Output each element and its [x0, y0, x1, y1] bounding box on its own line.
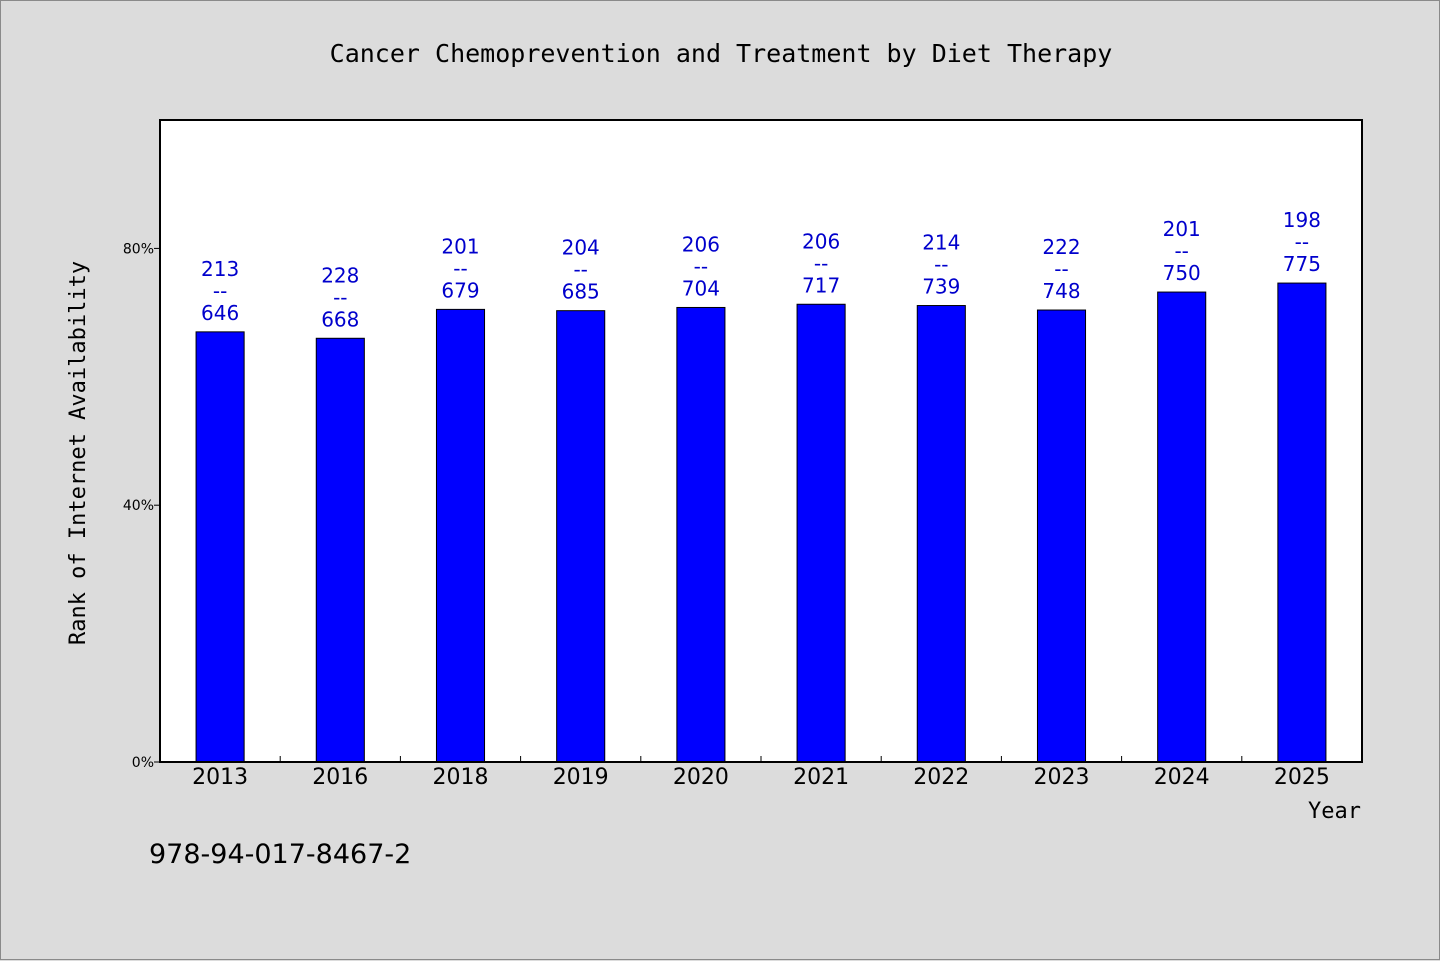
bar-2013 — [195, 331, 245, 763]
y-tick-label-0: 0% — [132, 755, 154, 771]
data-label-2019-line-3: 685 — [562, 280, 600, 304]
data-label-2021-line-2: -- — [814, 251, 828, 275]
data-label-2013-line-2: -- — [213, 279, 227, 303]
x-tick-label-2022: 2022 — [913, 765, 969, 790]
plot-border — [159, 119, 1363, 763]
bar-2020 — [676, 306, 726, 763]
data-label-2022-line-1: 214 — [922, 231, 960, 255]
data-label-2019-line-1: 204 — [562, 236, 600, 260]
data-label-2016-line-2: -- — [333, 285, 347, 309]
x-tick-label-2013: 2013 — [192, 765, 248, 790]
bar-2016 — [315, 337, 365, 763]
x-axis-label: Year — [1308, 799, 1361, 824]
x-tick-label-2021: 2021 — [793, 765, 849, 790]
data-label-2023-line-1: 222 — [1042, 235, 1080, 259]
data-label-2022-line-3: 739 — [922, 275, 960, 299]
bar-2019 — [556, 310, 606, 763]
x-tick-label-2024: 2024 — [1154, 765, 1210, 790]
x-axis-ticks: 2013 2016 2018 2019 2020 2021 2022 2023 2024 2025 — [192, 756, 1330, 790]
data-label-2022-line-2: -- — [934, 253, 948, 277]
x-tick-label-2025: 2025 — [1274, 765, 1330, 790]
data-labels-group: 213--646228--668201--679204--685206--704… — [201, 208, 1321, 331]
y-axis-label: Rank of Internet Availability — [66, 261, 91, 645]
chart-title: Cancer Chemoprevention and Treatment by … — [330, 39, 1113, 68]
bar-2025 — [1277, 282, 1327, 763]
data-label-2025-line-3: 775 — [1283, 252, 1321, 276]
data-label-2023-line-3: 748 — [1042, 279, 1080, 303]
bars-group — [195, 282, 1327, 763]
data-label-2018-line-2: -- — [453, 256, 467, 280]
y-tick-label-40: 40% — [123, 498, 154, 514]
data-label-2024-line-1: 201 — [1163, 217, 1201, 241]
data-label-2013-line-1: 213 — [201, 257, 239, 281]
bar-2023 — [1036, 309, 1087, 763]
data-label-2024-line-2: -- — [1174, 239, 1188, 263]
x-tick-label-2020: 2020 — [673, 765, 729, 790]
y-tick-label-80: 80% — [123, 241, 154, 257]
data-label-2018-line-1: 201 — [441, 234, 479, 258]
data-label-2016-line-3: 668 — [321, 307, 359, 331]
data-label-2025-line-1: 198 — [1283, 208, 1321, 232]
data-label-2023-line-2: -- — [1054, 257, 1068, 281]
data-label-2021-line-3: 717 — [802, 273, 840, 297]
data-label-2020-line-3: 704 — [682, 276, 720, 300]
data-label-2025-line-2: -- — [1295, 230, 1309, 254]
data-label-2020-line-1: 206 — [682, 232, 720, 256]
data-label-2019-line-2: -- — [573, 258, 587, 282]
x-tick-label-2018: 2018 — [433, 765, 489, 790]
isbn-text: 978-94-017-8467-2 — [149, 839, 411, 870]
data-label-2021-line-1: 206 — [802, 229, 840, 253]
data-label-2016-line-1: 228 — [321, 263, 359, 287]
x-tick-label-2019: 2019 — [553, 765, 609, 790]
data-label-2020-line-2: -- — [694, 254, 708, 278]
data-label-2018-line-3: 679 — [441, 278, 479, 302]
bar-2024 — [1157, 291, 1207, 763]
data-label-2013-line-3: 646 — [201, 301, 239, 325]
bar-2021 — [796, 303, 846, 763]
bar-2022 — [916, 305, 966, 763]
data-label-2024-line-3: 750 — [1163, 261, 1201, 285]
bar-2018 — [435, 308, 486, 763]
x-tick-label-2016: 2016 — [312, 765, 368, 790]
x-tick-label-2023: 2023 — [1034, 765, 1090, 790]
y-axis-ticks: 0% 40% 80% — [123, 241, 160, 771]
